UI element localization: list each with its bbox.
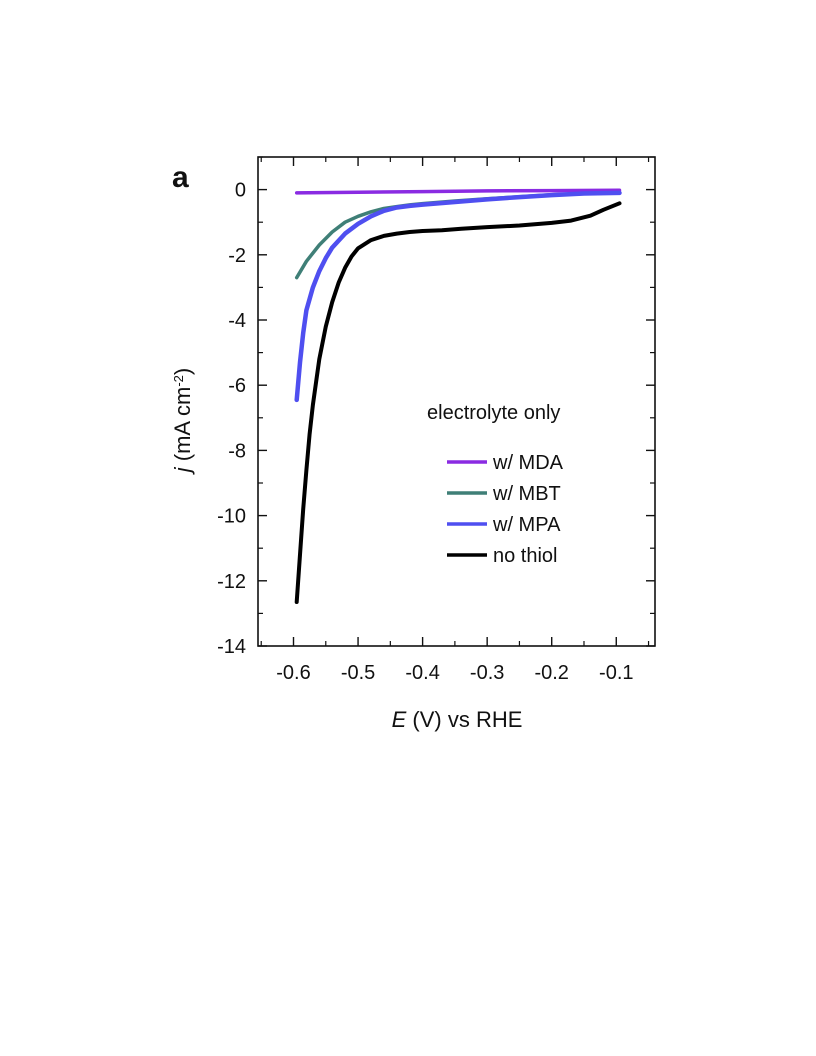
series-layer: [294, 188, 622, 604]
legend: electrolyte only w/ MDA w/ MBT w/ MPA no th…: [427, 402, 564, 567]
y-axis-title-italic: j: [170, 466, 195, 475]
panel-label: a: [172, 161, 189, 194]
x-tick-label: -0.1: [599, 662, 633, 684]
legend-label: w/ MPA: [492, 514, 561, 536]
legend-label: w/ MBT: [492, 483, 561, 505]
y-tick-label: -10: [217, 506, 246, 528]
legend-title: electrolyte only: [427, 402, 560, 424]
legend-label: no thiol: [493, 545, 558, 567]
x-tick-label: -0.3: [470, 662, 504, 684]
y-tick-label: -12: [217, 571, 246, 593]
y-tick-label: 0: [235, 180, 246, 202]
x-axis-title-text: (V) vs RHE: [406, 707, 522, 732]
x-tick-label: -0.5: [341, 662, 375, 684]
x-tick-label: -0.6: [276, 662, 310, 684]
y-axis-title: j (mA cm-2): [170, 368, 195, 475]
series-line-w-mda: [294, 188, 622, 195]
x-tick-label: -0.4: [405, 662, 439, 684]
y-tick-label: -4: [228, 310, 246, 332]
y-tick-label: -6: [228, 375, 246, 397]
x-axis-title: E (V) vs RHE: [392, 707, 523, 732]
y-axis-title-sup: -2: [171, 375, 186, 387]
y-axis-title-text: (mA cm: [170, 387, 195, 468]
series-line-w-mpa: [294, 190, 622, 403]
axis-ticks: -0.6 -0.5 -0.4 -0.3 -0.2 -0.1 0 -2 -4 -6 -8 -10 -12 -…: [217, 156, 655, 684]
legend-entries: w/ MDA w/ MBT w/ MPA no thiol: [447, 452, 564, 567]
x-tick-label: -0.2: [534, 662, 568, 684]
y-tick-label: -2: [228, 245, 246, 267]
x-axis-title-italic: E: [392, 707, 407, 732]
plot-frame: [257, 156, 656, 647]
y-tick-label: -8: [228, 440, 246, 462]
y-tick-label: -14: [217, 636, 246, 658]
series-line-no-thiol: [294, 201, 622, 604]
legend-label: w/ MDA: [492, 452, 564, 474]
y-axis-title-close: ): [170, 368, 195, 375]
